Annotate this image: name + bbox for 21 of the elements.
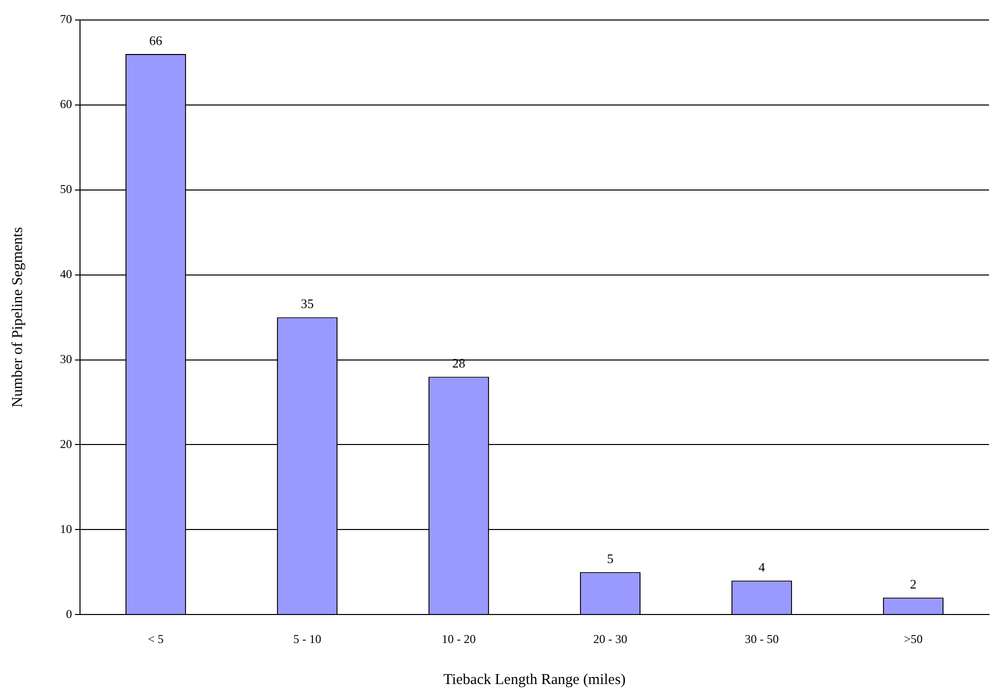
data-label: 66 [149, 32, 163, 48]
y-tick-label: 30 [60, 352, 72, 366]
data-label: 2 [910, 576, 916, 592]
y-tick-label: 10 [60, 522, 72, 536]
x-tick-label: 30 - 50 [744, 632, 779, 646]
y-tick-label: 40 [60, 266, 72, 281]
x-tick-label: < 5 [148, 632, 164, 646]
x-tick-label: 20 - 30 [593, 632, 628, 646]
y-tick-label: 70 [60, 12, 72, 26]
y-tick-label: 20 [60, 436, 72, 451]
x-tick-label: 5 - 10 [293, 632, 322, 646]
x-axis-title: Tieback Length Range (miles) [443, 672, 626, 688]
y-axis-title: Number of Pipeline Segments [10, 226, 26, 408]
y-tick-label: 0 [66, 606, 72, 621]
x-tick-label: >50 [904, 632, 923, 646]
data-label: 35 [300, 296, 314, 312]
data-label: 4 [758, 560, 766, 575]
x-tick-label: 10 - 20 [442, 632, 476, 646]
data-label: 5 [607, 551, 614, 566]
y-tick-label: 60 [60, 97, 72, 112]
y-tick-label: 50 [60, 182, 72, 196]
